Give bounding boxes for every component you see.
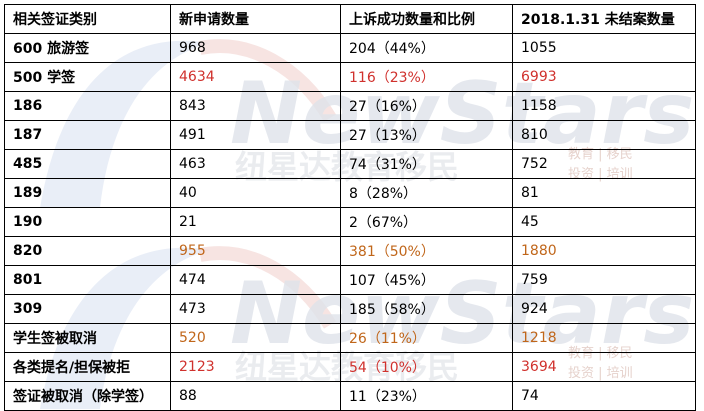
cell-visa-category: 189	[4, 178, 171, 208]
cell-visa-category: 485	[4, 149, 171, 179]
cell-appeal-success: 27（13%）	[340, 120, 513, 150]
cell-pending-cases: 1158	[512, 91, 696, 121]
cell-visa-category: 500 学签	[4, 62, 171, 92]
table-row: 801 474 107（45%） 759	[4, 265, 696, 295]
cell-new-applications: 955	[170, 236, 341, 266]
cell-visa-category: 801	[4, 265, 171, 295]
cell-appeal-success: 74（31%）	[340, 149, 513, 179]
cell-appeal-success: 26（11%）	[340, 323, 513, 353]
cell-visa-category: 309	[4, 294, 171, 324]
header-pending-cases: 2018.1.31 未结案数量	[512, 4, 696, 34]
cell-visa-category: 600 旅游签	[4, 33, 171, 63]
cell-pending-cases: 924	[512, 294, 696, 324]
table-row: 500 学签 4634 116（23%） 6993	[4, 62, 696, 92]
table-row: 186 843 27（16%） 1158	[4, 91, 696, 121]
cell-visa-category: 学生签被取消	[4, 323, 171, 353]
cell-new-applications: 474	[170, 265, 341, 295]
table-row: 190 21 2（67%） 45	[4, 207, 696, 237]
cell-pending-cases: 759	[512, 265, 696, 295]
table-row: 189 40 8（28%） 81	[4, 178, 696, 208]
cell-appeal-success: 107（45%）	[340, 265, 513, 295]
visa-statistics-table: 相关签证类别 新申请数量 上诉成功数量和比例 2018.1.31 未结案数量 6…	[4, 4, 696, 411]
cell-pending-cases: 1218	[512, 323, 696, 353]
cell-visa-category: 186	[4, 91, 171, 121]
cell-pending-cases: 81	[512, 178, 696, 208]
cell-pending-cases: 74	[512, 381, 696, 411]
cell-new-applications: 491	[170, 120, 341, 150]
cell-visa-category: 190	[4, 207, 171, 237]
cell-appeal-success: 11（23%）	[340, 381, 513, 411]
cell-pending-cases: 45	[512, 207, 696, 237]
table-row: 600 旅游签 968 204（44%） 1055	[4, 33, 696, 63]
table-row: 187 491 27（13%） 810	[4, 120, 696, 150]
cell-new-applications: 463	[170, 149, 341, 179]
cell-appeal-success: 54（10%）	[340, 352, 513, 382]
table-row: 各类提名/担保被拒 2123 54（10%） 3694	[4, 352, 696, 382]
table-row: 820 955 381（50%） 1880	[4, 236, 696, 266]
cell-appeal-success: 2（67%）	[340, 207, 513, 237]
cell-visa-category: 签证被取消（除学签）	[4, 381, 171, 411]
cell-appeal-success: 116（23%）	[340, 62, 513, 92]
cell-pending-cases: 810	[512, 120, 696, 150]
cell-visa-category: 各类提名/担保被拒	[4, 352, 171, 382]
cell-new-applications: 473	[170, 294, 341, 324]
cell-pending-cases: 3694	[512, 352, 696, 382]
header-appeal-success: 上诉成功数量和比例	[340, 4, 513, 34]
cell-new-applications: 21	[170, 207, 341, 237]
table-row: 309 473 185（58%） 924	[4, 294, 696, 324]
cell-new-applications: 4634	[170, 62, 341, 92]
cell-new-applications: 88	[170, 381, 341, 411]
cell-pending-cases: 752	[512, 149, 696, 179]
cell-new-applications: 843	[170, 91, 341, 121]
table-row: 签证被取消（除学签） 88 11（23%） 74	[4, 381, 696, 411]
cell-visa-category: 187	[4, 120, 171, 150]
header-visa-category: 相关签证类别	[4, 4, 171, 34]
cell-pending-cases: 6993	[512, 62, 696, 92]
cell-appeal-success: 8（28%）	[340, 178, 513, 208]
cell-new-applications: 520	[170, 323, 341, 353]
cell-appeal-success: 185（58%）	[340, 294, 513, 324]
cell-appeal-success: 27（16%）	[340, 91, 513, 121]
header-new-applications: 新申请数量	[170, 4, 341, 34]
cell-new-applications: 2123	[170, 352, 341, 382]
cell-visa-category: 820	[4, 236, 171, 266]
cell-new-applications: 968	[170, 33, 341, 63]
cell-appeal-success: 381（50%）	[340, 236, 513, 266]
cell-pending-cases: 1880	[512, 236, 696, 266]
cell-appeal-success: 204（44%）	[340, 33, 513, 63]
table-row: 485 463 74（31%） 752	[4, 149, 696, 179]
table-header-row: 相关签证类别 新申请数量 上诉成功数量和比例 2018.1.31 未结案数量	[4, 4, 696, 34]
table-row: 学生签被取消 520 26（11%） 1218	[4, 323, 696, 353]
cell-new-applications: 40	[170, 178, 341, 208]
cell-pending-cases: 1055	[512, 33, 696, 63]
